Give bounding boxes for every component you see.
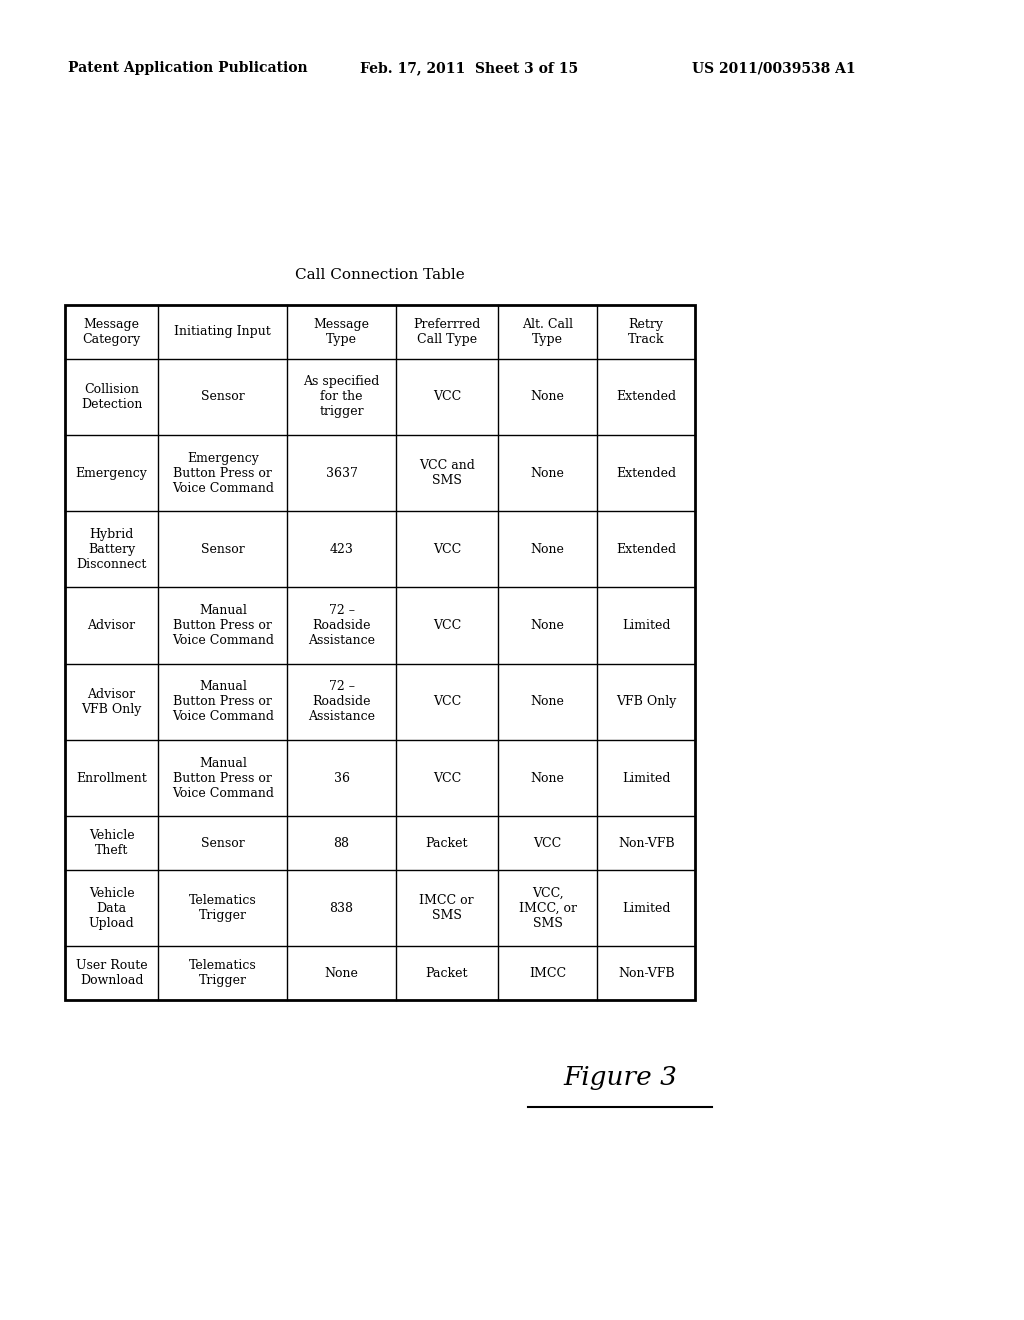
Text: VCC: VCC (433, 696, 461, 709)
Text: VCC and
SMS: VCC and SMS (419, 459, 475, 487)
Text: Non-VFB: Non-VFB (617, 966, 675, 979)
Text: VCC: VCC (433, 619, 461, 632)
Text: Telematics
Trigger: Telematics Trigger (189, 960, 257, 987)
Text: Extended: Extended (616, 543, 676, 556)
Text: 72 –
Roadside
Assistance: 72 – Roadside Assistance (308, 680, 375, 723)
Text: Feb. 17, 2011  Sheet 3 of 15: Feb. 17, 2011 Sheet 3 of 15 (360, 61, 579, 75)
Text: None: None (530, 467, 564, 479)
Text: Hybrid
Battery
Disconnect: Hybrid Battery Disconnect (77, 528, 146, 570)
Text: Limited: Limited (622, 902, 671, 915)
Text: None: None (530, 543, 564, 556)
Bar (65, 305, 695, 1001)
Text: US 2011/0039538 A1: US 2011/0039538 A1 (692, 61, 856, 75)
Text: Extended: Extended (616, 467, 676, 479)
Text: Packet: Packet (426, 837, 468, 850)
Text: Telematics
Trigger: Telematics Trigger (189, 894, 257, 923)
Text: VCC: VCC (433, 391, 461, 404)
Text: IMCC or
SMS: IMCC or SMS (420, 894, 474, 923)
Text: Emergency
Button Press or
Voice Command: Emergency Button Press or Voice Command (172, 451, 273, 495)
Text: Enrollment: Enrollment (76, 772, 147, 784)
Text: IMCC: IMCC (529, 966, 566, 979)
Text: 838: 838 (330, 902, 353, 915)
Text: Advisor: Advisor (88, 619, 136, 632)
Text: Initiating Input: Initiating Input (174, 326, 271, 338)
Text: Packet: Packet (426, 966, 468, 979)
Text: 3637: 3637 (326, 467, 357, 479)
Text: Manual
Button Press or
Voice Command: Manual Button Press or Voice Command (172, 605, 273, 647)
Text: None: None (530, 619, 564, 632)
Text: None: None (325, 966, 358, 979)
Text: Vehicle
Data
Upload: Vehicle Data Upload (89, 887, 134, 929)
Text: Call Connection Table: Call Connection Table (295, 268, 465, 282)
Text: Limited: Limited (622, 619, 671, 632)
Text: Advisor
VFB Only: Advisor VFB Only (82, 688, 141, 715)
Text: Vehicle
Theft: Vehicle Theft (89, 829, 134, 857)
Text: 72 –
Roadside
Assistance: 72 – Roadside Assistance (308, 605, 375, 647)
Text: As specified
for the
trigger: As specified for the trigger (303, 375, 380, 418)
Text: Alt. Call
Type: Alt. Call Type (522, 318, 573, 346)
Text: VFB Only: VFB Only (616, 696, 677, 709)
Text: Extended: Extended (616, 391, 676, 404)
Text: Message
Type: Message Type (313, 318, 370, 346)
Text: Manual
Button Press or
Voice Command: Manual Button Press or Voice Command (172, 756, 273, 800)
Text: None: None (530, 772, 564, 784)
Text: User Route
Download: User Route Download (76, 960, 147, 987)
Text: VCC,
IMCC, or
SMS: VCC, IMCC, or SMS (518, 887, 577, 929)
Text: None: None (530, 696, 564, 709)
Text: Sensor: Sensor (201, 837, 245, 850)
Text: Manual
Button Press or
Voice Command: Manual Button Press or Voice Command (172, 680, 273, 723)
Text: 423: 423 (330, 543, 353, 556)
Text: 88: 88 (334, 837, 349, 850)
Text: Limited: Limited (622, 772, 671, 784)
Text: Figure 3: Figure 3 (563, 1065, 677, 1090)
Text: 36: 36 (334, 772, 349, 784)
Text: VCC: VCC (433, 772, 461, 784)
Text: Collision
Detection: Collision Detection (81, 383, 142, 411)
Text: VCC: VCC (534, 837, 562, 850)
Text: Preferrred
Call Type: Preferrred Call Type (413, 318, 480, 346)
Text: Patent Application Publication: Patent Application Publication (68, 61, 307, 75)
Text: Message
Category: Message Category (83, 318, 140, 346)
Text: VCC: VCC (433, 543, 461, 556)
Text: Sensor: Sensor (201, 543, 245, 556)
Text: Sensor: Sensor (201, 391, 245, 404)
Text: Emergency: Emergency (76, 467, 147, 479)
Text: Retry
Track: Retry Track (628, 318, 665, 346)
Text: Non-VFB: Non-VFB (617, 837, 675, 850)
Text: None: None (530, 391, 564, 404)
